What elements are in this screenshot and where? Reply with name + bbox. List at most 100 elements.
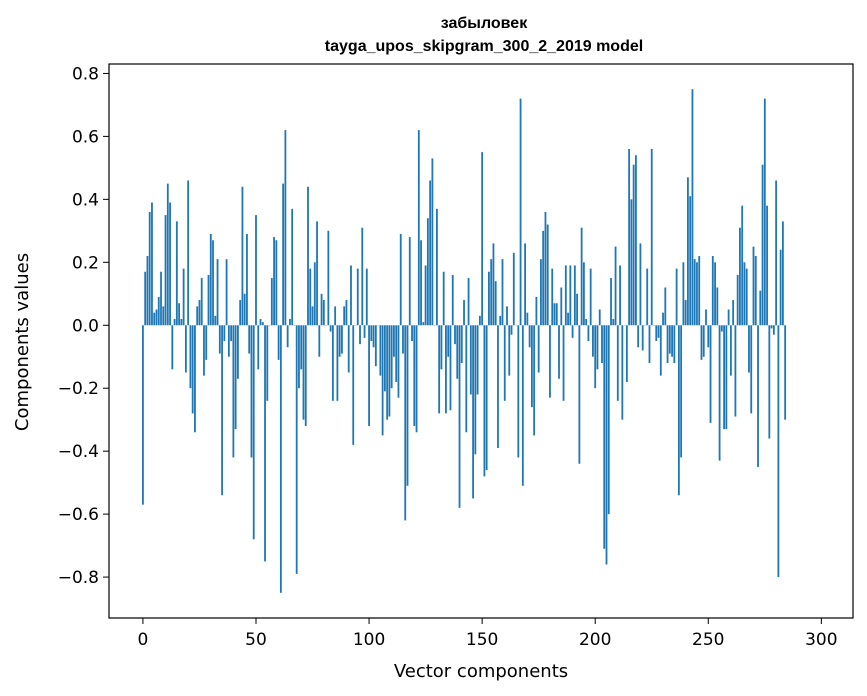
bar bbox=[182, 268, 185, 326]
bar bbox=[684, 300, 687, 326]
bar bbox=[569, 265, 572, 326]
bar bbox=[363, 325, 366, 338]
bar bbox=[406, 325, 409, 486]
bar bbox=[345, 300, 348, 326]
bar bbox=[431, 158, 434, 326]
bar bbox=[402, 325, 404, 354]
bar bbox=[359, 325, 361, 345]
bar bbox=[239, 300, 242, 326]
bar bbox=[657, 325, 660, 338]
bar bbox=[198, 300, 201, 326]
bar bbox=[350, 265, 352, 326]
bar bbox=[196, 306, 199, 326]
bar bbox=[458, 325, 461, 508]
bar bbox=[460, 325, 463, 364]
bar bbox=[399, 233, 402, 326]
bar bbox=[766, 205, 768, 326]
bar bbox=[413, 325, 416, 426]
bar bbox=[743, 262, 746, 326]
bar bbox=[485, 325, 488, 471]
bar bbox=[347, 325, 350, 373]
bar bbox=[467, 278, 470, 326]
bar bbox=[356, 268, 359, 326]
bar bbox=[191, 325, 194, 414]
y-tick-label: −0.8 bbox=[58, 568, 99, 588]
bar bbox=[429, 180, 432, 326]
bar bbox=[318, 325, 321, 357]
bar bbox=[282, 183, 285, 326]
bar bbox=[343, 306, 346, 326]
bar bbox=[209, 233, 212, 326]
bar bbox=[483, 325, 486, 477]
bar bbox=[524, 243, 526, 326]
bar bbox=[691, 89, 694, 326]
bar bbox=[451, 274, 454, 326]
bar bbox=[784, 325, 787, 420]
y-tick-label: −0.4 bbox=[58, 442, 99, 462]
bar bbox=[173, 318, 176, 326]
bar bbox=[763, 98, 766, 326]
bar bbox=[361, 227, 364, 326]
x-tick-label: 150 bbox=[466, 630, 498, 650]
bar bbox=[607, 325, 610, 515]
bar bbox=[632, 164, 635, 326]
bar bbox=[225, 259, 228, 326]
bar bbox=[573, 265, 576, 326]
bar bbox=[492, 243, 495, 326]
bar bbox=[553, 303, 556, 326]
y-tick-label: 0.2 bbox=[72, 253, 99, 273]
bar bbox=[508, 325, 511, 376]
bar bbox=[148, 211, 151, 326]
bar bbox=[680, 325, 683, 458]
bar bbox=[456, 325, 459, 379]
bar bbox=[614, 246, 617, 326]
bar bbox=[589, 268, 592, 326]
bar bbox=[277, 325, 280, 360]
bar bbox=[397, 325, 400, 398]
bar bbox=[537, 325, 540, 373]
bar bbox=[682, 262, 685, 326]
y-tick-label: −0.2 bbox=[58, 379, 99, 399]
bar bbox=[732, 300, 735, 326]
bar bbox=[440, 325, 443, 370]
bar bbox=[207, 274, 210, 326]
bar bbox=[415, 325, 418, 433]
bar bbox=[352, 325, 355, 445]
bar bbox=[180, 318, 183, 326]
chart-title-line1: забыловек bbox=[441, 15, 528, 32]
bar bbox=[289, 318, 291, 326]
x-tick-label: 250 bbox=[692, 630, 724, 650]
bar bbox=[521, 325, 524, 486]
bar bbox=[601, 325, 603, 364]
bar bbox=[248, 325, 251, 354]
bar bbox=[205, 325, 208, 360]
bar bbox=[698, 256, 701, 326]
bar bbox=[169, 202, 171, 326]
bar bbox=[388, 325, 391, 417]
bar bbox=[237, 325, 239, 379]
bar bbox=[549, 325, 551, 398]
bar bbox=[768, 325, 771, 439]
bar bbox=[621, 325, 624, 420]
bar bbox=[241, 186, 244, 326]
bar bbox=[395, 325, 398, 382]
bar bbox=[223, 325, 226, 341]
bar bbox=[257, 325, 260, 370]
x-axis-label: Vector components bbox=[394, 661, 568, 682]
bar bbox=[628, 148, 631, 326]
bar bbox=[605, 325, 608, 565]
bar bbox=[540, 259, 542, 326]
bar bbox=[379, 325, 382, 376]
bar bbox=[365, 268, 368, 326]
bar bbox=[160, 271, 162, 326]
y-tick-label: 0.4 bbox=[72, 190, 99, 210]
bar bbox=[736, 274, 739, 326]
bar bbox=[445, 325, 447, 414]
y-axis-label: Components values bbox=[12, 253, 33, 431]
bar bbox=[250, 325, 253, 458]
bar bbox=[659, 325, 662, 376]
bar bbox=[587, 325, 590, 341]
bar bbox=[436, 208, 438, 326]
